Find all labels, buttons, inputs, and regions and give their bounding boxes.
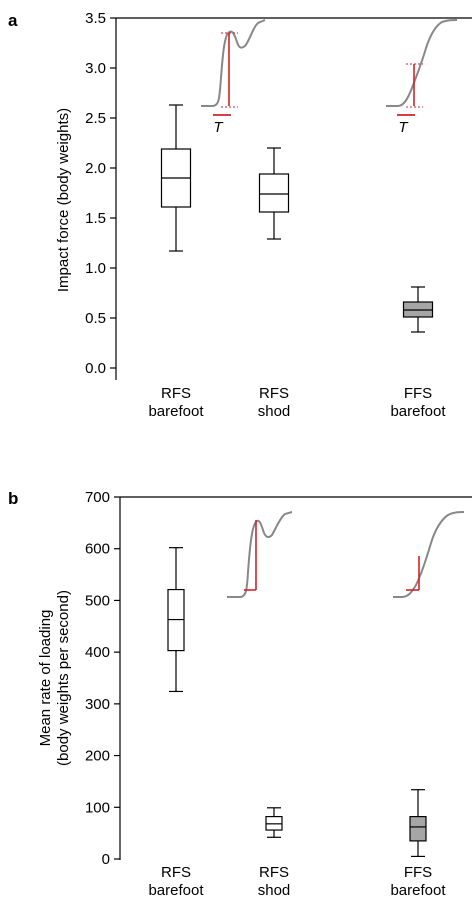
panel-a: a Impact force (body weights) 0.0 0.5 1.0 1…: [8, 10, 472, 420]
panel-b-inset-1-trace: [227, 511, 293, 598]
panel-a-y-tick-label-0: 0.0: [85, 360, 106, 377]
panel-a-box-2: [258, 147, 290, 240]
panel-b-y-tick-label-3: 300: [85, 696, 110, 713]
panel-a-y-tick-label-6: 3.0: [85, 60, 106, 77]
panel-b-x-label-1-line1: RFS: [161, 864, 191, 881]
panel-b-y-tick-label-4: 400: [85, 644, 110, 661]
panel-a-inset-1-trace: [201, 19, 266, 107]
panel-b-y-tick-label-5: 500: [85, 592, 110, 609]
panel-a-inset-2-trace: [386, 19, 458, 107]
panel-a-y-axis-title: Impact force (body weights): [55, 108, 72, 292]
iqr-box: [258, 173, 290, 213]
panel-b-y-tick-label-0: 0: [102, 851, 110, 868]
panel-a-inset-1-t-label: T: [213, 119, 224, 136]
panel-a-x-label-2-line2: shod: [258, 403, 291, 420]
panel-b: b Mean rate of loading (body weights per…: [8, 489, 472, 899]
panel-a-y-tick-label-5: 2.5: [85, 110, 106, 127]
panel-b-y-tick-label-6: 600: [85, 541, 110, 558]
panel-a-y-tick-label-4: 2.0: [85, 160, 106, 177]
panel-a-y-ticks: 0.0 0.5 1.0 1.5 2.0 2.5 3.0 3.5: [85, 10, 116, 377]
panel-a-x-label-1-line2: barefoot: [148, 403, 204, 420]
panel-b-y-tick-label-7: 700: [85, 489, 110, 506]
panel-a-box-1: [160, 104, 192, 252]
panel-b-x-label-3-line2: barefoot: [390, 882, 446, 899]
panel-b-box-3: [409, 789, 427, 858]
panel-b-boxes: [167, 547, 427, 858]
iqr-box: [409, 815, 427, 842]
panel-b-letter: b: [8, 489, 18, 508]
panel-a-y-tick-label-3: 1.5: [85, 210, 106, 227]
panel-b-box-1: [167, 547, 185, 693]
panel-a-y-tick-label-7: 3.5: [85, 10, 106, 27]
panel-a-boxes: [160, 104, 434, 333]
panel-a-y-tick-label-2: 1.0: [85, 260, 106, 277]
panel-a-x-labels: RFS barefoot RFS shod FFS barefoot: [148, 385, 446, 420]
panel-b-box-2: [265, 807, 283, 838]
panel-a-x-label-3-line2: barefoot: [390, 403, 446, 420]
panel-b-x-label-2-line2: shod: [258, 882, 291, 899]
panel-b-y-ticks: 0 100 200 300 400 500 600 700: [85, 489, 120, 868]
panel-a-x-label-1-line1: RFS: [161, 385, 191, 402]
panel-a-box-3: [402, 286, 434, 333]
panel-b-inset-smooth: [393, 511, 465, 598]
panel-a-inset-smooth: T: [386, 19, 458, 136]
panel-a-y-tick-label-1: 0.5: [85, 310, 106, 327]
panel-a-x-label-3-line1: FFS: [404, 385, 432, 402]
panel-a-letter: a: [8, 11, 18, 30]
panel-b-x-labels: RFS barefoot RFS shod FFS barefoot: [148, 864, 446, 899]
panel-b-x-label-2-line1: RFS: [259, 864, 289, 881]
panel-b-y-axis-title-line2: (body weights per second): [55, 590, 72, 766]
panel-b-y-tick-label-1: 100: [85, 799, 110, 816]
panel-a-inset-2-t-label: T: [398, 119, 409, 136]
panel-b-inset-2-trace: [393, 511, 465, 598]
panel-a-inset-peak: T: [201, 19, 266, 136]
panel-b-y-tick-label-2: 200: [85, 748, 110, 765]
panel-b-x-label-3-line1: FFS: [404, 864, 432, 881]
panel-a-x-label-2-line1: RFS: [259, 385, 289, 402]
panel-b-inset-peak: [227, 511, 293, 598]
panel-b-y-axis-title-line1: Mean rate of loading: [37, 610, 54, 747]
panel-b-x-label-1-line2: barefoot: [148, 882, 204, 899]
